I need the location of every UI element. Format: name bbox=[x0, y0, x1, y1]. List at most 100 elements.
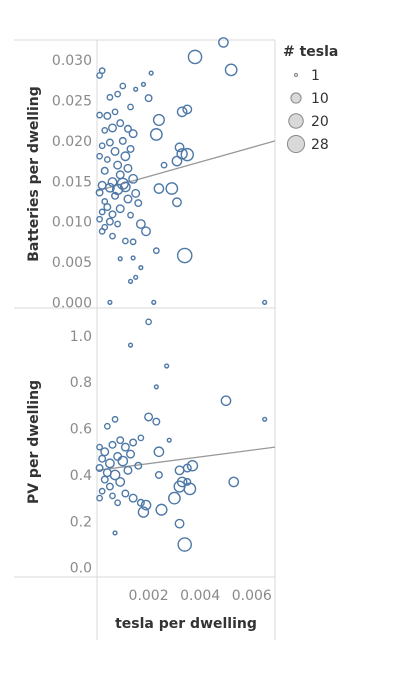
top-data-point bbox=[96, 215, 103, 223]
bottom-data-point bbox=[186, 459, 199, 472]
top-data-point bbox=[151, 299, 157, 305]
top-data-point bbox=[97, 180, 107, 190]
bottom-data-point bbox=[108, 440, 117, 449]
bottom-data-point bbox=[98, 454, 107, 463]
bottom-data-point bbox=[126, 449, 136, 459]
top-data-point bbox=[141, 226, 151, 237]
top-data-point bbox=[182, 104, 193, 115]
top-data-point bbox=[135, 219, 146, 229]
top-data-point bbox=[171, 155, 183, 167]
bottom-data-point bbox=[103, 422, 111, 430]
top-y-tick-label: 0.000 bbox=[52, 295, 92, 311]
top-data-point bbox=[152, 247, 160, 255]
top-data-point bbox=[127, 211, 134, 219]
bottom-y-tick-label: 0.0 bbox=[70, 561, 92, 577]
top-data-point bbox=[103, 111, 112, 120]
x-ticks: 0.002 0.004 0.006 bbox=[129, 588, 272, 604]
top-data-point bbox=[107, 177, 118, 188]
top-data-point bbox=[108, 210, 117, 219]
top-data-point bbox=[103, 203, 112, 212]
top-data-point bbox=[106, 93, 114, 101]
bottom-data-point bbox=[183, 477, 192, 486]
bottom-data-point bbox=[166, 437, 172, 443]
top-data-point bbox=[160, 161, 168, 169]
bottom-data-point bbox=[134, 461, 143, 470]
top-data-point bbox=[224, 63, 238, 77]
bottom-data-point bbox=[262, 416, 268, 422]
top-data-point bbox=[126, 144, 135, 153]
x-tick-label: 0.004 bbox=[180, 588, 220, 604]
top-y-tick-label: 0.025 bbox=[52, 94, 92, 110]
top-y-axis-title: Batteries per dwelling bbox=[26, 86, 42, 262]
bottom-data-point bbox=[120, 442, 130, 452]
top-data-point bbox=[111, 108, 119, 116]
bottom-data-point bbox=[116, 436, 125, 445]
top-data-point bbox=[152, 113, 165, 126]
bottom-data-point bbox=[177, 537, 192, 552]
bottom-data-point bbox=[128, 493, 138, 503]
x-tick-label: 0.002 bbox=[129, 588, 169, 604]
bottom-data-point bbox=[111, 415, 119, 423]
bottom-data-point bbox=[220, 395, 232, 407]
bottom-data-point bbox=[145, 318, 152, 326]
top-data-point bbox=[148, 70, 154, 76]
top-data-point bbox=[128, 129, 138, 139]
bottom-data-point bbox=[100, 447, 110, 457]
top-panel-points bbox=[95, 37, 276, 305]
top-data-point bbox=[118, 136, 127, 145]
top-data-point bbox=[165, 182, 179, 195]
bottom-data-point bbox=[137, 434, 145, 442]
bottom-panel-points bbox=[95, 318, 276, 552]
top-data-point bbox=[109, 232, 116, 240]
legend-marker bbox=[293, 72, 299, 78]
bottom-data-point bbox=[129, 438, 138, 447]
top-data-point bbox=[153, 183, 165, 194]
bottom-data-point bbox=[174, 518, 185, 529]
top-data-point bbox=[127, 103, 134, 111]
top-data-point bbox=[101, 127, 109, 134]
top-data-point bbox=[144, 94, 153, 103]
legend-marker bbox=[288, 113, 304, 129]
bottom-data-point bbox=[98, 487, 106, 495]
bottom-y-tick-label: 1.0 bbox=[70, 329, 92, 345]
top-data-point bbox=[105, 217, 114, 226]
bottom-data-point bbox=[127, 342, 134, 348]
top-data-point bbox=[187, 49, 203, 65]
legend-title: # tesla bbox=[283, 44, 338, 60]
top-data-point bbox=[130, 255, 136, 261]
legend-items: 1 10 20 28 bbox=[286, 68, 329, 154]
top-data-point bbox=[134, 199, 143, 208]
bottom-data-point bbox=[167, 491, 181, 505]
top-data-point bbox=[96, 152, 103, 160]
top-data-point bbox=[123, 194, 133, 204]
bottom-data-point bbox=[114, 499, 122, 507]
top-data-point bbox=[149, 128, 163, 141]
top-data-point bbox=[105, 138, 114, 147]
top-data-point bbox=[123, 163, 133, 173]
bottom-data-point bbox=[100, 475, 109, 484]
legend-label: 20 bbox=[311, 114, 329, 130]
top-data-point bbox=[131, 188, 141, 198]
bottom-data-point bbox=[153, 384, 159, 390]
top-y-tick-label: 0.030 bbox=[52, 53, 92, 69]
top-data-point bbox=[127, 278, 134, 284]
x-axis-title: tesla per dwelling bbox=[115, 616, 257, 632]
bottom-data-point bbox=[109, 492, 116, 500]
top-data-point bbox=[98, 208, 106, 216]
top-data-point bbox=[120, 181, 131, 193]
bottom-y-tick-label: 0.8 bbox=[70, 375, 92, 391]
bottom-data-point bbox=[117, 455, 129, 467]
bottom-data-point bbox=[137, 506, 150, 518]
top-data-point bbox=[174, 142, 185, 153]
top-data-point bbox=[117, 256, 123, 262]
top-data-point bbox=[180, 147, 194, 162]
top-data-point bbox=[104, 182, 115, 193]
top-data-point bbox=[129, 238, 137, 246]
legend-label: 1 bbox=[311, 68, 320, 84]
top-data-point bbox=[120, 151, 131, 162]
top-data-point bbox=[262, 299, 268, 305]
top-data-point bbox=[107, 299, 113, 305]
top-data-point bbox=[138, 265, 144, 271]
top-data-point bbox=[119, 82, 127, 90]
